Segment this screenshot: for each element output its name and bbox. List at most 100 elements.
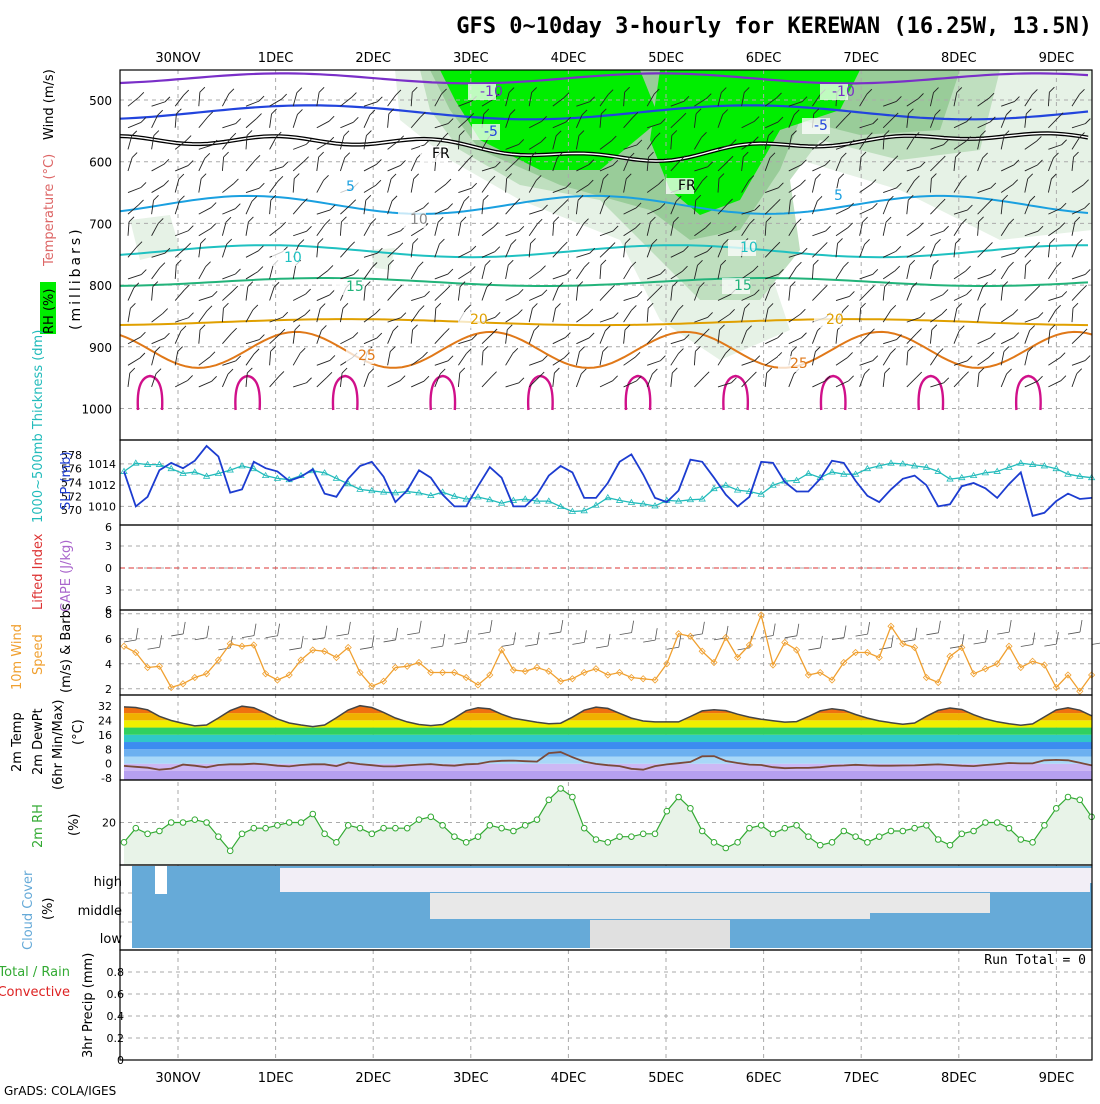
wind10m-barb: [643, 639, 656, 643]
wind-barb: [458, 250, 472, 258]
wind-barb: [1000, 314, 1014, 323]
wind-barb-flag: [533, 325, 540, 331]
wind-barb: [717, 329, 720, 344]
wind-barb: [764, 157, 771, 172]
wind-barb: [269, 265, 274, 280]
wind-barb: [788, 114, 795, 128]
wind-barb-flag: [705, 222, 712, 228]
wind10m-barb-flag: [631, 620, 634, 633]
wind-barb-flag: [306, 377, 312, 384]
wind-barb-flag: [417, 261, 424, 268]
wind-barb: [434, 208, 448, 215]
wind-barb-flag: [749, 218, 755, 225]
wind-barb-flag: [187, 375, 193, 381]
wind-barb: [764, 287, 771, 301]
wind-barb-flag: [609, 284, 615, 291]
wind-barb-flag: [199, 86, 206, 93]
rh2m-point: [864, 839, 871, 846]
wind-barb: [764, 246, 776, 258]
wind-barb: [198, 178, 202, 193]
wind-barb-flag: [258, 182, 265, 189]
wind-barb-flag: [542, 355, 548, 361]
wind-barb: [339, 221, 342, 236]
precip-ylabel-total: Total / Rain: [0, 965, 70, 980]
wind-barb: [245, 353, 255, 366]
wind-barb: [1001, 337, 1014, 345]
wind-barb: [1071, 221, 1076, 236]
precip-ylabel-unit: 3hr Precip (mm): [81, 953, 96, 1058]
wind-barb-flag: [719, 324, 725, 331]
cloud-level-low: low: [100, 932, 123, 947]
wind-barb: [505, 293, 519, 301]
wind-barb-flag: [931, 173, 937, 179]
wind-barb: [410, 158, 418, 172]
wind-barb: [906, 265, 911, 280]
thickness-point: [250, 464, 258, 472]
wind-barb: [764, 308, 769, 323]
contour-label: -5: [814, 118, 828, 134]
wind-barb: [292, 314, 306, 323]
wind-barb: [741, 180, 750, 193]
rh2m-point: [132, 824, 140, 832]
wind-barb: [576, 313, 589, 323]
wind-barb: [977, 356, 990, 366]
wind-barb: [505, 161, 517, 172]
wind-barb: [1024, 246, 1035, 258]
thickness-point: [792, 476, 801, 483]
thickness-tick: 572: [61, 490, 82, 503]
wind-barb: [929, 329, 933, 344]
wind-barb: [434, 222, 439, 236]
wind-barb: [1001, 164, 1015, 172]
wind-barb-flag: [205, 261, 211, 267]
wind-barb: [1071, 373, 1078, 388]
temp-tick: 32: [98, 700, 112, 713]
wind-barb: [387, 289, 398, 301]
wind-barb: [576, 101, 590, 107]
wind-barb: [953, 360, 968, 366]
wind-barb: [1048, 295, 1062, 301]
wind-barb-flag: [445, 178, 452, 185]
wind-barb: [387, 178, 392, 193]
wind-barb: [741, 141, 754, 150]
wind-barb: [245, 339, 260, 345]
wind-barb-flag: [507, 259, 514, 266]
isotherm-20: [119, 318, 1089, 327]
wind-barb-flag: [396, 284, 403, 291]
temp-band: [124, 763, 1092, 771]
wind10m-point: [840, 658, 848, 667]
wind-barb: [741, 308, 746, 323]
cloud-gap: [590, 920, 730, 948]
wind-barb-flag: [518, 377, 525, 384]
thickness-point: [391, 489, 400, 496]
wind-barb-flag: [1084, 202, 1090, 209]
wind-barb: [292, 329, 296, 344]
rh2m-point: [698, 827, 706, 835]
wind-barb-flag: [187, 225, 194, 232]
wind10m-barb-flag: [1056, 632, 1059, 645]
wind-barb: [1048, 309, 1057, 323]
date-label-top: 5DEC: [648, 51, 684, 66]
wind-barb-flag: [888, 195, 894, 202]
wind-barb: [1071, 290, 1082, 301]
wind-barb-flag: [329, 355, 336, 361]
temp-ylabel-a: 2m Temp: [10, 712, 25, 772]
wind-barb-flag: [918, 222, 924, 229]
wind-barb: [599, 380, 613, 388]
rh2m-point: [250, 824, 258, 832]
wind-barb: [859, 308, 862, 323]
wind-barb-flag: [140, 269, 147, 275]
wind-barb: [953, 209, 968, 215]
wind-barb: [505, 382, 520, 388]
thickness-point: [238, 462, 246, 469]
wind-barb: [859, 244, 866, 258]
wind-barb-flag: [727, 198, 733, 205]
wind-barb-flag: [412, 238, 419, 244]
wind-barb: [647, 123, 661, 129]
wind-barb-flag: [140, 117, 147, 123]
wind10m-barb: [477, 631, 491, 635]
wind-barb: [575, 135, 580, 150]
date-label-bottom: 30NOV: [155, 1071, 200, 1086]
wind-barb: [1001, 101, 1015, 107]
wind-barb-flag: [602, 346, 609, 352]
